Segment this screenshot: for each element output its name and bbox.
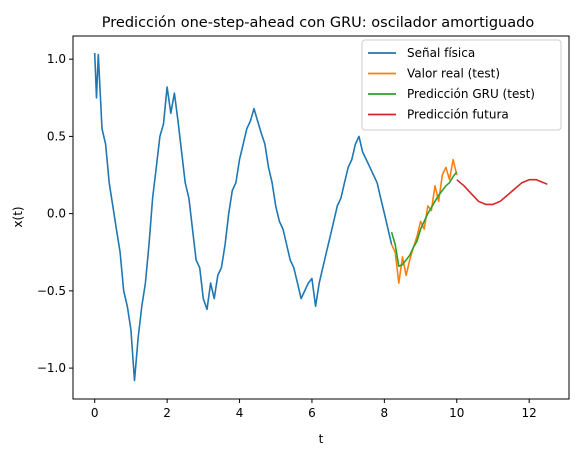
x-tick-label: 8 xyxy=(381,406,389,420)
x-axis-label: t xyxy=(319,432,324,446)
series-line-prediccion-gru xyxy=(390,171,458,267)
y-tick-label: 1.0 xyxy=(47,52,66,66)
y-axis: −1.0 −0.5 0.0 0.5 1.0 xyxy=(37,52,73,375)
legend-box xyxy=(361,39,562,131)
chart-title: Predicción one-step-ahead con GRU: oscil… xyxy=(102,15,535,31)
plot-area xyxy=(72,35,570,400)
x-tick-label: 12 xyxy=(522,406,537,420)
x-tick-label: 10 xyxy=(449,406,464,420)
y-tick-label: −1.0 xyxy=(37,361,66,375)
legend-entry-senal-fisica: Señal física xyxy=(407,46,475,60)
x-axis: 0 2 4 6 8 10 12 xyxy=(91,399,537,420)
plot-frame xyxy=(72,35,570,400)
legend: Señal física Valor real (test) Predicción … xyxy=(361,39,562,131)
x-tick-label: 4 xyxy=(236,406,244,420)
legend-entry-prediccion-gru: Predicción GRU (test) xyxy=(407,87,535,101)
x-tick-label: 0 xyxy=(91,406,99,420)
x-tick-label: 2 xyxy=(163,406,171,420)
legend-entry-valor-real: Valor real (test) xyxy=(407,67,500,81)
series-layer xyxy=(93,52,548,382)
y-axis-label: x(t) xyxy=(11,206,25,227)
series-line-valor-real xyxy=(390,158,458,284)
y-tick-label: 0.0 xyxy=(47,207,66,221)
series-line-prediccion-futura xyxy=(456,178,548,206)
x-tick-label: 6 xyxy=(308,406,316,420)
series-line-senal-fisica xyxy=(93,52,393,382)
legend-entry-prediccion-futura: Predicción futura xyxy=(407,108,509,122)
y-tick-label: −0.5 xyxy=(37,284,66,298)
y-tick-label: 0.5 xyxy=(47,129,66,143)
